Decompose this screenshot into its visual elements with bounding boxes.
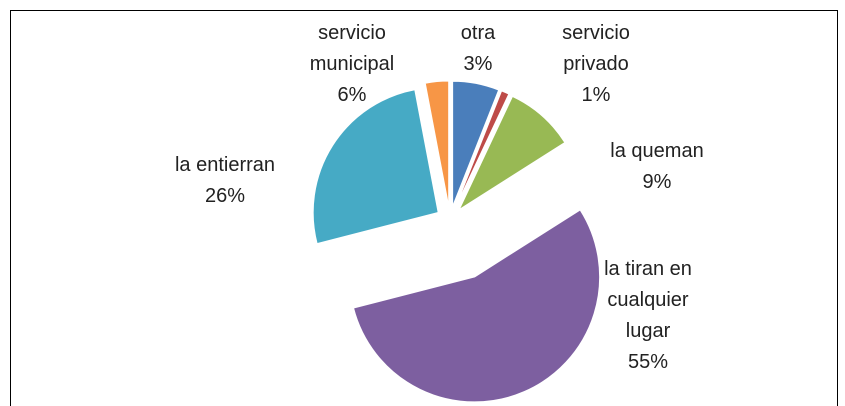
slice-label: la entierran — [174, 154, 276, 176]
slice-label: la queman — [610, 140, 704, 162]
slice-label: servicio municipal — [309, 22, 395, 75]
slice-label: la tiran en cualquier lugar — [604, 258, 692, 342]
pie-slice — [352, 209, 601, 403]
slice-value-label: 6% — [337, 84, 367, 106]
pie-slice — [458, 95, 566, 211]
slice-value-label: 9% — [642, 171, 672, 193]
pie-slice — [455, 90, 510, 208]
slice-value-label: 55% — [627, 351, 669, 373]
pie-slice — [424, 80, 450, 207]
slice-value-label: 26% — [204, 185, 246, 207]
slice-label: otra — [460, 22, 496, 44]
pie-slice — [312, 89, 439, 245]
slice-value-label: 1% — [581, 84, 611, 106]
slice-value-label: 3% — [463, 53, 493, 75]
pie-slice — [452, 80, 500, 207]
slice-label: servicio privado — [562, 22, 630, 75]
